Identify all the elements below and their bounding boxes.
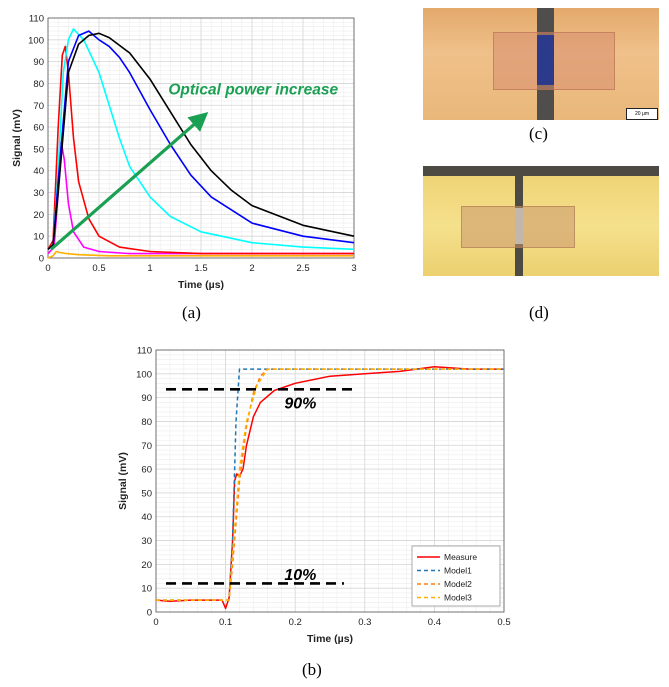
y-tick-label: 50: [33, 144, 44, 155]
legend-label: Model3: [444, 593, 472, 603]
y-axis-label: Signal (mV): [117, 452, 129, 510]
x-axis-label: Time (µs): [307, 633, 353, 645]
y-tick-label: 30: [141, 536, 152, 547]
x-tick-label: 1.5: [194, 263, 207, 274]
y-tick-label: 40: [141, 512, 152, 523]
threshold-label: 90%: [284, 395, 316, 412]
caption-c: (c): [529, 124, 548, 143]
chart-a: 0 0.5 1 1.5 2 2.5 30102030405060708090100110Ti…: [11, 14, 357, 292]
y-tick-label: 70: [33, 101, 44, 112]
x-tick-label: 2.5: [296, 263, 309, 274]
x-tick-label: 0: [153, 617, 158, 628]
legend-label: Measure: [444, 552, 477, 562]
y-tick-label: 90: [141, 393, 152, 404]
x-tick-label: 3: [351, 263, 356, 274]
axes-box: [155, 349, 505, 613]
series-line-2: [47, 45, 354, 255]
y-tick-label: 0: [147, 608, 152, 619]
x-tick-label: 0.5: [497, 617, 510, 628]
y-tick-label: 20: [33, 210, 44, 221]
threshold-label: 10%: [284, 567, 316, 584]
x-tick-label: 0.5: [92, 263, 105, 274]
x-tick-label: 1: [147, 263, 152, 274]
caption-b: (b): [302, 660, 322, 679]
x-tick-label: 0.2: [289, 617, 302, 628]
y-tick-label: 20: [141, 560, 152, 571]
micrograph-c: 20 μm: [423, 8, 659, 120]
y-tick-label: 50: [141, 488, 152, 499]
y-axis-label: Signal (mV): [11, 109, 23, 167]
y-tick-label: 0: [39, 254, 44, 265]
power-arrow: [50, 112, 209, 251]
series-line-3: [47, 28, 355, 251]
x-tick-label: 2: [249, 263, 254, 274]
chart-b: 0 0.1 0.2 0.3 0.4 0.5 0 10 20 30 40 50 60 70 80 90 100 11…: [117, 346, 511, 646]
x-tick-label: 0.3: [358, 617, 371, 628]
axes-box: [47, 17, 355, 259]
y-tick-label: 10: [141, 584, 152, 595]
legend-box: [411, 545, 501, 607]
x-tick-label: 0: [45, 263, 50, 274]
y-tick-label: 70: [141, 441, 152, 452]
channel-c: [537, 35, 554, 85]
y-tick-label: 30: [33, 188, 44, 199]
y-tick-label: 100: [28, 35, 44, 46]
caption-a: (a): [182, 303, 201, 322]
series-line-5: [47, 32, 355, 250]
scale-bar-c: 20 μm: [626, 108, 658, 120]
channel-d: [515, 208, 523, 244]
scale-label-c: 20 μm: [635, 111, 649, 117]
series-line-measure: [155, 365, 504, 610]
series-line-0: [47, 250, 354, 259]
x-axis-label: Time (µs): [178, 279, 224, 291]
legend-label: Model1: [444, 566, 472, 576]
y-tick-label: 90: [33, 57, 44, 68]
y-tick-label: 80: [33, 79, 44, 90]
caption-d: (d): [529, 303, 549, 322]
y-tick-label: 40: [33, 166, 44, 177]
overlay-film-c: [493, 32, 615, 90]
y-tick-label: 80: [141, 417, 152, 428]
y-tick-label: 60: [33, 123, 44, 134]
y-tick-label: 100: [136, 369, 152, 380]
y-tick-label: 110: [29, 14, 44, 25]
micrograph-d: [423, 166, 659, 276]
series-line-4: [47, 30, 355, 250]
x-tick-label: 0.1: [219, 617, 232, 628]
y-tick-label: 110: [137, 346, 152, 357]
annotation-text: Optical power increase: [168, 81, 338, 98]
y-tick-label: 60: [141, 465, 152, 476]
legend-label: Model2: [444, 579, 472, 589]
y-tick-label: 10: [33, 232, 44, 243]
x-tick-label: 0.4: [428, 617, 441, 628]
series-line-model1: [156, 368, 504, 601]
